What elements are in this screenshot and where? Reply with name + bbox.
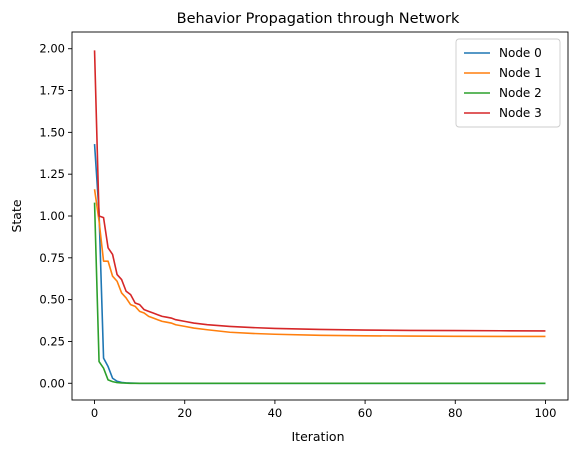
legend-frame (455, 38, 561, 128)
legend-label: Node 0 (499, 46, 542, 60)
series-line-node-1 (93, 189, 546, 338)
y-axis-label: State (9, 199, 24, 232)
x-tick-label: 80 (448, 406, 463, 420)
x-axis-label: Iteration (291, 429, 344, 444)
y-tick-label: 1.75 (39, 84, 65, 98)
y-tick-label: 0.50 (39, 293, 65, 307)
y-tick-label: 1.25 (39, 167, 65, 181)
y-tick-label: 0.75 (39, 251, 65, 265)
legend: Node 0 Node 1 Node 2 Node 3 (455, 38, 561, 128)
series-line-node-3 (93, 50, 546, 332)
x-tick-label: 20 (177, 406, 192, 420)
x-tick-label: 40 (268, 406, 283, 420)
y-tick-label: 1.50 (39, 125, 65, 139)
series-line-node-0 (93, 144, 546, 385)
x-tick-label: 60 (358, 406, 373, 420)
legend-label: Node 1 (499, 66, 542, 80)
x-tick-label: 0 (91, 406, 98, 420)
x-tick-label: 100 (534, 406, 556, 420)
y-tick-label: 2.00 (39, 42, 65, 56)
legend-label: Node 3 (499, 106, 542, 120)
series-lines (93, 50, 546, 385)
x-axis: 0 20 40 60 80 100 (91, 400, 556, 420)
chart-title: Behavior Propagation through Network (177, 11, 460, 27)
y-tick-label: 0.00 (39, 376, 65, 390)
y-tick-label: 1.00 (39, 209, 65, 223)
y-tick-label: 0.25 (39, 334, 65, 348)
series-line-node-2 (93, 202, 546, 385)
legend-label: Node 2 (499, 86, 542, 100)
y-axis: 0.00 0.25 0.50 0.75 1.00 1.25 1.50 1.75 2.00 (39, 42, 72, 390)
